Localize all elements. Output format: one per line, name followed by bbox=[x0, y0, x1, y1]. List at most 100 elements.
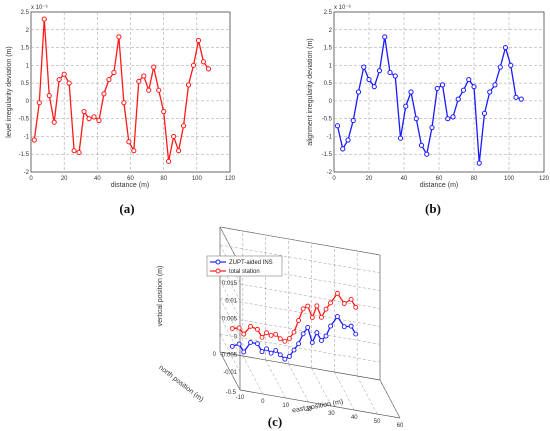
chart-a-point bbox=[195, 37, 202, 44]
chart-b-point bbox=[466, 76, 472, 83]
chart-c-point bbox=[334, 314, 340, 320]
chart-c-ztick-label: -0.005 bbox=[220, 352, 238, 358]
chart-a-xtick-label: 60 bbox=[127, 176, 134, 182]
chart-c-point bbox=[348, 323, 354, 329]
chart-b-point bbox=[497, 64, 503, 70]
chart-b-point bbox=[455, 96, 461, 102]
chart-c-xtick-label: 0 bbox=[261, 399, 265, 405]
chart-c-zgrid-line bbox=[219, 280, 381, 309]
chart-c-point bbox=[291, 347, 297, 353]
chart-a-point bbox=[175, 148, 182, 154]
chart-a-point bbox=[36, 100, 42, 106]
chart-a-point bbox=[86, 116, 92, 122]
chart-b-point bbox=[450, 114, 456, 120]
chart-c-zgrid-line bbox=[219, 298, 241, 337]
chart-c-point bbox=[273, 331, 279, 337]
chart-a-point bbox=[111, 69, 117, 76]
chart-c-point bbox=[259, 334, 265, 340]
chart-c-ztick-label: 0.015 bbox=[222, 281, 238, 287]
chart-c-point bbox=[236, 325, 242, 331]
chart-b-point bbox=[366, 76, 372, 83]
chart-c-zgrid-line bbox=[219, 333, 381, 363]
chart-c-point bbox=[241, 331, 247, 337]
chart-c-point bbox=[229, 326, 235, 331]
chart-c-point bbox=[353, 304, 359, 310]
chart-a-xtick-label: 40 bbox=[94, 176, 101, 182]
chart-a-point bbox=[156, 87, 162, 93]
chart-c-xtick-label: 50 bbox=[374, 419, 381, 425]
chart-b-point bbox=[387, 69, 393, 76]
chart-b-point bbox=[371, 84, 377, 90]
chart-c-xtick-label: 60 bbox=[397, 423, 404, 429]
chart-c-point bbox=[286, 353, 292, 359]
chart-b-xtick-label: 40 bbox=[401, 176, 408, 182]
chart-c-point bbox=[286, 336, 292, 341]
chart-a-point bbox=[101, 91, 107, 97]
chart-a-ytick-label: 0 bbox=[26, 99, 30, 105]
chart-a-ytick-label: 2.5 bbox=[21, 10, 30, 16]
chart-c-point bbox=[229, 343, 235, 349]
chart-a-point bbox=[71, 148, 77, 154]
chart-a-ytick-label: -1.5 bbox=[19, 152, 30, 158]
chart-c-point bbox=[268, 350, 274, 356]
chart-c-zgrid-line bbox=[219, 334, 241, 373]
chart-a: 0 20 40 60 80 100 120-2-1.5-1-0.500.511.522.5 … bbox=[6, 5, 236, 216]
chart-a-point bbox=[61, 71, 67, 77]
chart-c-ticks: -0.01-0.00500.0050.010.0150.02-100102030… bbox=[213, 263, 404, 429]
chart-c-ylabel: north position (m) bbox=[157, 364, 204, 403]
chart-a-ytick-label: -0.5 bbox=[19, 117, 30, 123]
chart-c-ztick-label: -0.01 bbox=[223, 370, 237, 376]
chart-b-point bbox=[355, 89, 362, 95]
chart-c-xgrid-line bbox=[265, 359, 286, 399]
chart-a-point bbox=[180, 123, 187, 129]
chart-c-zgrid-line bbox=[219, 226, 381, 256]
chart-c-point bbox=[328, 323, 334, 329]
chart-c-series bbox=[229, 290, 359, 362]
chart-c-zgrid-line bbox=[219, 280, 241, 319]
chart-b-point bbox=[434, 85, 440, 92]
chart-c-point bbox=[259, 349, 265, 355]
chart-a-point bbox=[151, 64, 157, 70]
chart-a-point bbox=[190, 62, 197, 68]
chart-c-box-edge bbox=[219, 351, 381, 381]
chart-c-zgrid-line bbox=[219, 316, 241, 355]
chart-b-point bbox=[350, 117, 356, 124]
chart-c-legend-label-zupt: ZUPT-aided INS bbox=[229, 260, 273, 266]
chart-c-point bbox=[236, 341, 242, 347]
chart-c-point bbox=[348, 296, 354, 302]
chart-a-point bbox=[76, 149, 82, 156]
chart-a-point bbox=[41, 16, 47, 22]
chart-a-point bbox=[146, 87, 152, 93]
chart-b-ylabel: alignment irregularity deviation (m) bbox=[307, 38, 314, 145]
chart-c-legend: ZUPT-aided INS total station bbox=[206, 255, 283, 277]
chart-b-ytick-label: 2 bbox=[329, 28, 333, 34]
chart-c-zgrid-line bbox=[219, 244, 381, 274]
chart-a-ytick-label: 1.5 bbox=[21, 46, 30, 52]
chart-b-xlabel: distance (m) bbox=[420, 182, 459, 189]
chart-c-point bbox=[241, 349, 247, 355]
chart-a-point bbox=[126, 139, 132, 145]
chart-c-point bbox=[334, 290, 340, 296]
chart-c-legend-marker-total bbox=[215, 268, 221, 274]
chart-c-xgrid-line bbox=[379, 379, 401, 419]
chart-c-point bbox=[264, 330, 270, 336]
chart-b-point bbox=[413, 116, 419, 122]
chart-a-point bbox=[161, 108, 167, 115]
chart-c-box-edge bbox=[239, 389, 401, 419]
chart-a-point bbox=[106, 76, 112, 83]
chart-c-xlabel: east position (m) bbox=[292, 399, 344, 415]
chart-c-point bbox=[282, 338, 288, 344]
chart-b-point bbox=[429, 124, 435, 131]
chart-a-point bbox=[91, 114, 97, 120]
chart-c-legend-label-total: total station bbox=[229, 269, 260, 275]
chart-c-xgrid-line bbox=[242, 355, 264, 395]
chart-a-point bbox=[185, 82, 192, 88]
chart-b-ytick-label: -2 bbox=[327, 170, 333, 176]
chart-c: -0.01-0.00500.0050.010.0150.02-100102030… bbox=[157, 226, 404, 429]
chart-a-point bbox=[96, 117, 102, 124]
chart-b-ytick-label: -0.5 bbox=[322, 117, 333, 123]
chart-c-xtick-label: 20 bbox=[305, 407, 312, 413]
chart-b-point bbox=[334, 123, 341, 129]
chart-b-xtick-label: 0 bbox=[332, 176, 336, 182]
chart-b-exponent: x 10⁻³ bbox=[334, 5, 351, 11]
